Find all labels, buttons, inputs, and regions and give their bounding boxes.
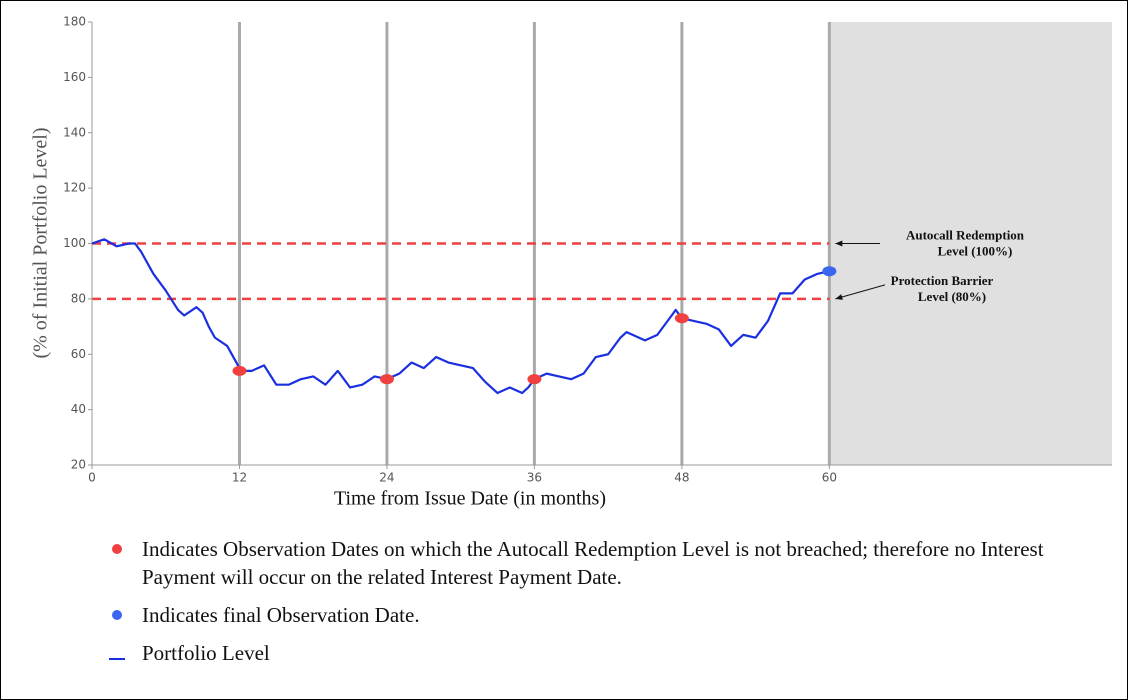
chart: Time from Issue Date (in months) (% of I… [30,15,1112,510]
legend-item: Portfolio Level [92,639,1082,667]
y-tick-label: 140 [63,125,86,139]
y-tick-label: 180 [63,15,86,29]
annotation-text: Level (100%) [938,243,1013,258]
y-tick-label: 60 [71,347,86,361]
legend-symbol [92,535,142,557]
annotation-text: Level (80%) [918,289,986,304]
observation-marker [232,365,247,376]
legend-symbol [92,639,142,661]
legend-swatch [112,610,122,620]
annotation-text: Protection Barrier [891,273,994,288]
x-tick-label: 48 [674,471,689,485]
legend-text: Indicates Observation Dates on which the… [142,537,1044,589]
legend-symbol [92,601,142,623]
legend-text: Portfolio Level [142,641,270,665]
y-tick-label: 40 [71,402,86,416]
annotation-arrow [835,284,886,300]
x-tick-label: 12 [232,471,247,485]
x-tick-label: 60 [822,471,837,485]
y-tick-label: 160 [63,70,86,84]
legend-swatch [109,658,125,660]
y-tick-label: 120 [63,181,86,195]
legend-item: Indicates final Observation Date. [92,601,1082,629]
legend-swatch [112,544,122,554]
y-tick-label: 100 [63,236,86,250]
y-tick-label: 20 [71,458,86,472]
legend-mark [112,544,122,554]
y-tick-label: 80 [71,291,86,305]
observation-marker [674,313,689,324]
observation-marker [822,266,837,277]
legend-text: Indicates final Observation Date. [142,603,420,627]
x-tick-label: 36 [527,471,542,485]
observation-marker [379,374,394,385]
legend-mark [112,610,122,620]
y-axis-label: (% of Initial Portfolio Level) [30,127,52,358]
x-tick-label: 24 [379,471,394,485]
observation-marker [527,374,542,385]
legend-item: Indicates Observation Dates on which the… [92,535,1082,591]
portfolio-line [91,238,830,395]
legend: Indicates Observation Dates on which the… [92,535,1082,677]
x-tick-label: 0 [88,471,96,485]
x-axis-label: Time from Issue Date (in months) [334,488,606,510]
annotation-text: Autocall Redemption [906,227,1025,242]
